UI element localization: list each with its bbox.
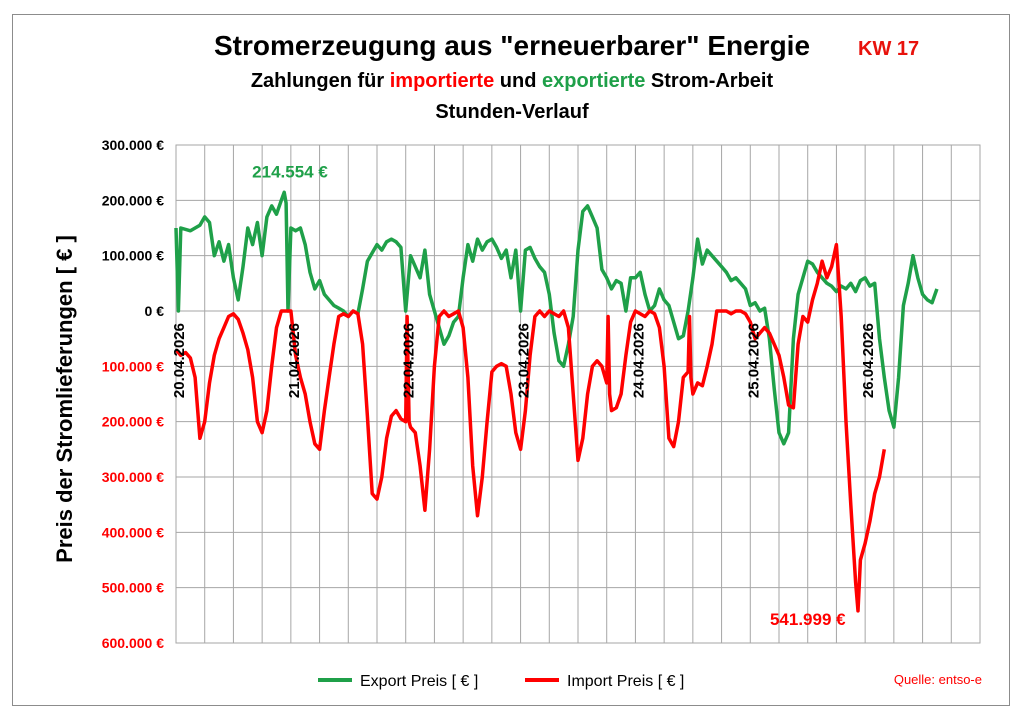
day-label: 25.04.2026 [745, 323, 762, 398]
day-label: 24.04.2026 [630, 323, 647, 398]
legend-label: Import Preis [ € ] [567, 673, 684, 690]
y-tick-label: 600.000 € [102, 635, 164, 651]
day-label: 22.04.2026 [401, 323, 418, 398]
series-line-import [174, 242, 887, 613]
week-badge: KW 17 [858, 38, 920, 60]
y-tick-label: 0 € [145, 303, 165, 319]
data-annotation: 214.554 € [252, 162, 328, 181]
y-tick-label: 100.000 € [102, 248, 164, 264]
y-tick-label: 500.000 € [102, 580, 164, 596]
export-word: exportierte [541, 70, 646, 92]
day-label: 21.04.2026 [286, 323, 303, 398]
day-label: 20.04.2026 [171, 323, 188, 398]
day-label: 23.04.2026 [516, 323, 533, 398]
legend-label: Export Preis [ € ] [360, 673, 478, 690]
legend: Export Preis [ € ] Import Preis [ € ] [318, 673, 684, 690]
y-tick-label: 300.000 € [102, 469, 164, 485]
y-tick-label: 200.000 € [102, 414, 164, 430]
series-lines [174, 190, 939, 613]
chart-subtitle-2: Stunden-Verlauf [435, 101, 589, 123]
chart-subtitle: Zahlungen für importierte und exportiert… [250, 70, 774, 92]
source-note: Quelle: entso-e [894, 672, 982, 687]
chart-frame [12, 14, 1010, 706]
import-word: importierte [389, 70, 495, 92]
y-tick-label: 100.000 € [102, 358, 164, 374]
y-tick-label: 300.000 € [102, 137, 164, 153]
y-axis-label: Preis der Stromlieferungen [ € ] [52, 235, 77, 563]
annotations: 214.554 € 541.999 € [252, 162, 846, 629]
y-axis-ticks: 300.000 € 200.000 € 100.000 € 0 € 100.000 € 2… [102, 137, 165, 651]
day-labels: 20.04.2026 21.04.2026 22.04.2026 23.04.2026… [171, 323, 877, 398]
series-line-export [174, 190, 939, 446]
chart-title: Stromerzeugung aus "erneuerbarer" Energi… [213, 30, 811, 61]
y-tick-label: 200.000 € [102, 192, 164, 208]
data-annotation: 541.999 € [770, 610, 846, 629]
day-label: 26.04.2026 [860, 323, 877, 398]
y-tick-label: 400.000 € [102, 524, 164, 540]
